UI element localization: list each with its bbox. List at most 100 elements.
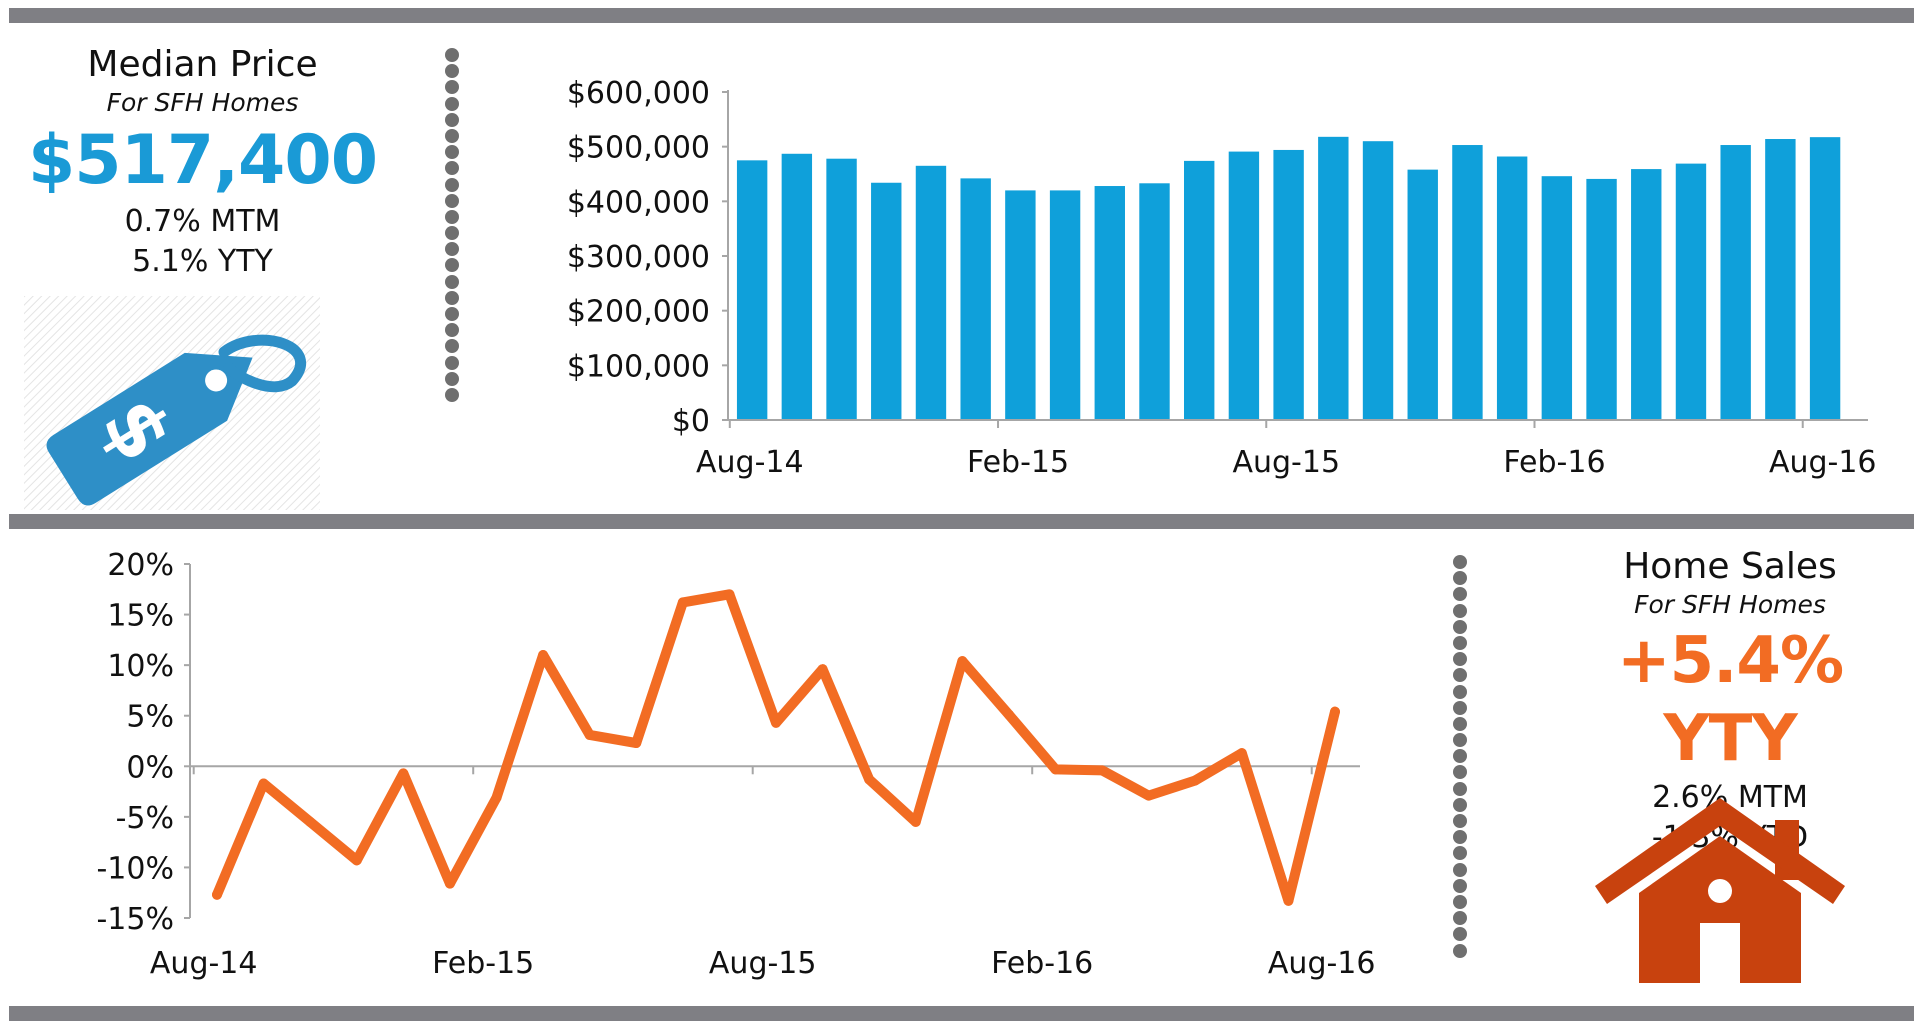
y-tick-label: $600,000 bbox=[567, 76, 710, 111]
separator-dot bbox=[1453, 911, 1467, 926]
data-point bbox=[910, 816, 921, 827]
separator-dot bbox=[445, 307, 459, 321]
data-point bbox=[1050, 764, 1061, 775]
bar bbox=[1675, 163, 1707, 420]
separator-dot bbox=[1453, 765, 1467, 780]
series-line bbox=[212, 589, 1340, 906]
separator-dot bbox=[445, 355, 459, 370]
x-tick-label: Feb-15 bbox=[432, 946, 534, 981]
median-price-bar-chart: $0 $100,000 $200,000 $300,000 $400,000 $500,0… bbox=[567, 76, 1877, 480]
separator-dot bbox=[1453, 894, 1467, 909]
separator-dot bbox=[445, 387, 459, 402]
data-point bbox=[491, 792, 502, 803]
separator-dot bbox=[445, 112, 459, 127]
separator-dot bbox=[445, 258, 459, 273]
data-point bbox=[305, 816, 316, 827]
separator-dot bbox=[445, 161, 459, 176]
y-tick-label: -5% bbox=[116, 801, 174, 836]
y-tick-label: 10% bbox=[107, 649, 174, 684]
dotted-separator-bottom bbox=[1453, 555, 1467, 960]
separator-dot bbox=[1453, 716, 1467, 731]
bar bbox=[1184, 160, 1215, 420]
separator-dot bbox=[445, 290, 459, 305]
bar bbox=[781, 153, 813, 421]
separator-dot bbox=[445, 48, 459, 62]
data-point bbox=[1003, 709, 1014, 720]
separator-dot bbox=[445, 80, 459, 95]
bar bbox=[1809, 137, 1841, 420]
bar bbox=[1496, 156, 1528, 421]
x-tick-label: Feb-15 bbox=[967, 445, 1069, 480]
bottom-divider bbox=[9, 1006, 1914, 1021]
y-tick-label: -15% bbox=[96, 902, 174, 937]
y-tick-label: $0 bbox=[672, 404, 710, 439]
separator-dot bbox=[1453, 603, 1467, 618]
home-sales-title: Home Sales bbox=[1623, 546, 1837, 587]
median-price-mtm: 0.7% MTM bbox=[124, 204, 281, 239]
bar bbox=[1273, 149, 1304, 420]
data-point bbox=[677, 597, 688, 608]
separator-dot bbox=[445, 128, 459, 143]
data-point bbox=[1283, 895, 1294, 906]
home-sales-line-chart: -15% -10% -5% 0% 5% 10% 15% 20% Aug-14 Feb-15 Aug-… bbox=[96, 548, 1375, 981]
data-point bbox=[631, 738, 642, 749]
separator-dot bbox=[1453, 830, 1467, 845]
separator-dot bbox=[1453, 781, 1467, 796]
separator-dot bbox=[1453, 862, 1467, 877]
separator-dot bbox=[1453, 571, 1467, 586]
y-tick-label: $400,000 bbox=[567, 185, 710, 220]
separator-dot bbox=[445, 145, 459, 160]
bar bbox=[1094, 186, 1125, 420]
data-point bbox=[1236, 748, 1247, 759]
bar bbox=[1452, 145, 1483, 420]
data-point bbox=[258, 778, 269, 789]
y-tick-label: $300,000 bbox=[567, 240, 710, 275]
data-point bbox=[864, 774, 875, 785]
data-point bbox=[817, 664, 828, 675]
separator-dot bbox=[1453, 943, 1467, 958]
home-sales-value: +5.4% YTY bbox=[1616, 624, 1844, 776]
separator-dot bbox=[1453, 814, 1467, 828]
data-point bbox=[538, 650, 549, 661]
separator-dot bbox=[445, 323, 459, 338]
bar bbox=[1631, 169, 1662, 420]
median-price-yty: 5.1% YTY bbox=[132, 244, 273, 279]
bar bbox=[1049, 190, 1081, 420]
separator-dot bbox=[1453, 635, 1467, 650]
bar bbox=[1228, 151, 1260, 420]
separator-dot bbox=[445, 242, 459, 257]
y-tick-label: 5% bbox=[126, 700, 174, 735]
x-tick-label: Aug-15 bbox=[1232, 445, 1340, 480]
separator-dot bbox=[1453, 749, 1467, 764]
bar bbox=[1362, 141, 1394, 420]
separator-dot bbox=[445, 209, 459, 224]
separator-dot bbox=[1453, 878, 1467, 893]
data-point bbox=[584, 729, 595, 740]
separator-dot bbox=[1453, 846, 1467, 861]
data-point bbox=[351, 855, 362, 866]
separator-dot bbox=[1453, 668, 1467, 683]
separator-dot bbox=[1453, 684, 1467, 699]
x-tick-label: Aug-16 bbox=[1769, 445, 1877, 480]
data-point bbox=[1097, 765, 1108, 776]
bar bbox=[1765, 139, 1796, 420]
bar bbox=[1139, 183, 1170, 420]
separator-dot bbox=[445, 64, 459, 79]
data-point bbox=[771, 717, 781, 728]
dotted-separator-top bbox=[445, 48, 459, 404]
x-tick-label: Aug-14 bbox=[696, 445, 804, 480]
separator-dot bbox=[445, 96, 459, 111]
middle-divider bbox=[9, 514, 1914, 529]
separator-dot bbox=[1453, 619, 1467, 634]
bar bbox=[826, 158, 857, 420]
x-tick-label: Feb-16 bbox=[991, 946, 1093, 981]
bar bbox=[1541, 176, 1573, 420]
y-tick-label: 0% bbox=[126, 750, 174, 785]
data-point bbox=[212, 889, 222, 900]
bar bbox=[1318, 136, 1349, 420]
data-point bbox=[444, 878, 455, 889]
price-tag-dollar-icon: $ bbox=[24, 296, 320, 510]
data-point bbox=[1190, 775, 1201, 786]
separator-dot bbox=[445, 339, 459, 354]
bar bbox=[1005, 190, 1036, 420]
